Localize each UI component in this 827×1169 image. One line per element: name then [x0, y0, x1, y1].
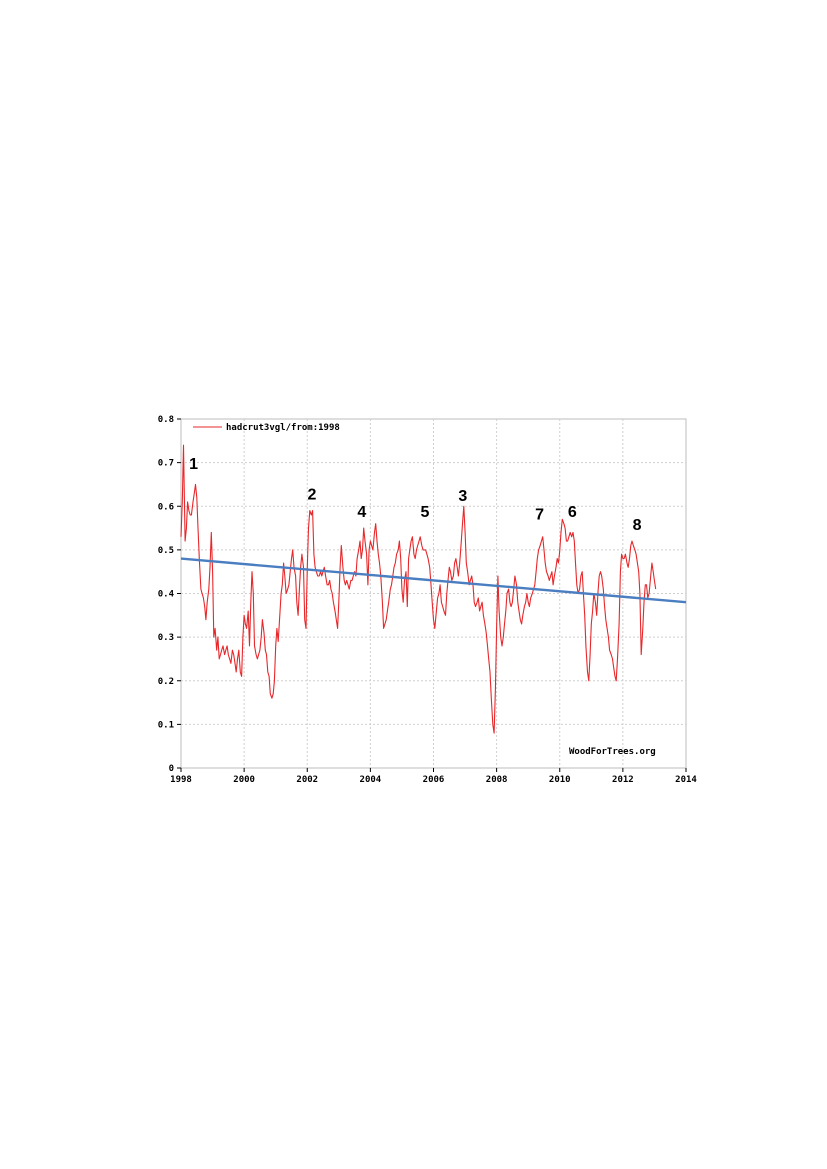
trend-line [180, 557, 687, 604]
x-tick-label: 2010 [549, 775, 571, 785]
x-tick-label: 2002 [296, 775, 318, 785]
y-tick-label: 0.8 [158, 415, 174, 425]
series-line-temperature [180, 444, 657, 734]
legend: hadcrut3vgl/from:1998 [193, 423, 340, 433]
y-tick-label: 0.6 [158, 502, 174, 512]
peak-label-5: 5 [421, 504, 430, 521]
peak-label-6: 6 [568, 504, 577, 521]
x-tick-label: 2004 [360, 775, 382, 785]
x-axis-ticks: 1998 2000 2002 2004 2006 2008 2010 2012 2014 [170, 768, 697, 785]
grid-lines [181, 419, 686, 768]
y-tick-label: 0.7 [158, 459, 174, 469]
y-axis-ticks: 0 0.1 0.2 0.3 0.4 0.5 0.6 0.7 0.8 [158, 415, 181, 774]
peak-label-8: 8 [633, 517, 642, 534]
x-tick-label: 2006 [423, 775, 445, 785]
credit-label: WoodForTrees.org [569, 747, 656, 757]
peak-label-3: 3 [458, 488, 467, 505]
x-tick-label: 2008 [486, 775, 508, 785]
y-tick-label: 0.3 [158, 633, 174, 643]
y-tick-label: 0.2 [158, 677, 174, 687]
x-tick-label: 2000 [233, 775, 255, 785]
y-tick-label: 0.1 [158, 720, 174, 730]
y-tick-label: 0 [169, 764, 174, 774]
y-tick-label: 0.4 [158, 590, 175, 600]
legend-label: hadcrut3vgl/from:1998 [226, 423, 340, 433]
peak-label-4: 4 [357, 504, 366, 521]
series-group [180, 444, 687, 734]
x-tick-label: 1998 [170, 775, 192, 785]
peak-label-7: 7 [535, 506, 544, 523]
x-tick-label: 2014 [675, 775, 697, 785]
y-tick-label: 0.5 [158, 546, 174, 556]
peak-label-1: 1 [189, 456, 198, 473]
peak-label-2: 2 [308, 487, 317, 504]
x-tick-label: 2012 [612, 775, 634, 785]
peak-annotations: 1 2 4 5 3 7 6 8 [189, 456, 641, 534]
